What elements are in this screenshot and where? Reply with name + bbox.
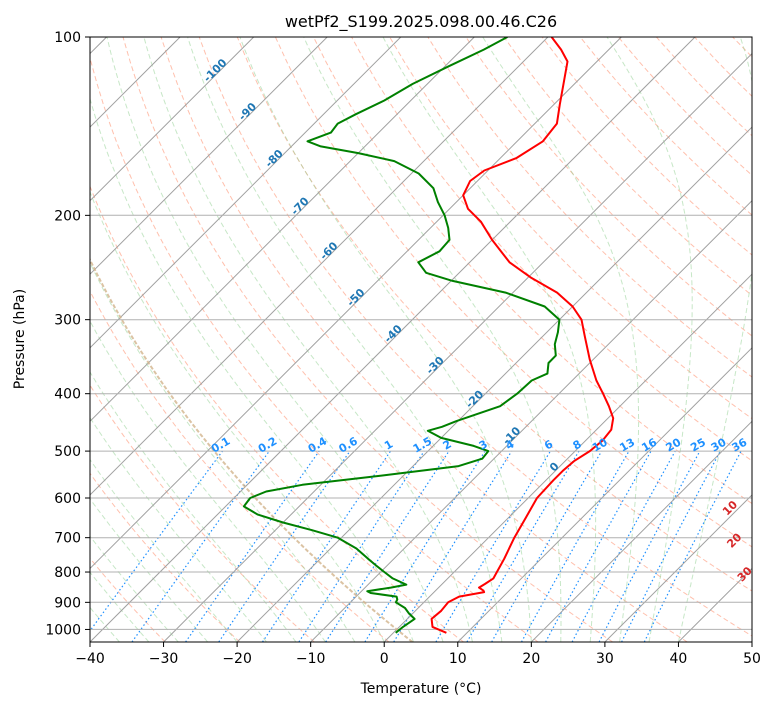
pressure-gridlines — [90, 37, 752, 630]
y-tick-label: 400 — [54, 387, 81, 403]
plot-frame — [89, 36, 753, 643]
moist-adiabat — [90, 261, 356, 642]
dry-adiabat — [90, 472, 241, 642]
moist-adiabat — [143, 37, 473, 642]
x-axis-label: Temperature (°C) — [360, 681, 482, 697]
x-tick-label: −30 — [149, 651, 179, 667]
moist-adiabat — [106, 37, 444, 642]
dry-adiabat — [427, 37, 752, 378]
isotherm — [90, 37, 328, 275]
x-tick-label: 0 — [380, 651, 389, 667]
y-tick-label: 500 — [54, 444, 81, 460]
y-tick-label: 200 — [54, 208, 81, 224]
x-tick-label: −20 — [222, 651, 252, 667]
dry-adiabat — [274, 37, 752, 548]
moist-adiabat — [187, 37, 503, 642]
mixing-ratio-line — [298, 450, 425, 642]
isotherm — [457, 347, 752, 642]
mixing-ratio-line — [393, 450, 513, 642]
isotherm — [90, 37, 475, 423]
x-tick-label: 40 — [670, 651, 688, 667]
dry-adiabat — [90, 384, 315, 642]
y-tick-label: 100 — [54, 30, 81, 46]
dry-adiabat — [122, 37, 613, 642]
x-tick-label: −40 — [75, 651, 105, 667]
plot-area: 0.1 0.2 0.4 0.6 1 1.5 2 3 4 6 8 10 13 16 20 25 30 36-100-… — [90, 37, 752, 642]
y-tick-label: 300 — [54, 313, 81, 329]
mixing-ratio-line — [520, 450, 630, 642]
y-axis: 100 200 300 400 500 600 700 800 900 1000 — [45, 30, 90, 638]
dry-adiabat — [503, 37, 752, 296]
chart-title: wetPf2_S199.2025.098.00.46.C26 — [285, 12, 557, 32]
y-tick-label: 900 — [54, 595, 81, 611]
isotherm — [383, 273, 752, 642]
x-tick-label: 20 — [522, 651, 540, 667]
dewpoint-line — [242, 37, 561, 634]
dry-adiabat — [236, 37, 752, 592]
x-axis: −40 −30 −20 −10 0 10 20 30 40 50 — [75, 642, 761, 667]
dry-adiabat — [90, 55, 539, 642]
moist-adiabat — [677, 37, 752, 642]
mixing-ratio-line — [545, 450, 652, 642]
x-tick-label: −10 — [296, 651, 326, 667]
dry-adiabat — [351, 37, 752, 462]
moist-adiabat — [606, 37, 693, 642]
mixing-ratio-line — [261, 450, 391, 642]
moist-adiabat — [482, 37, 640, 642]
moist-adiabat — [90, 458, 238, 642]
y-tick-label: 1000 — [45, 622, 81, 638]
moist-adiabat — [239, 37, 532, 642]
y-tick-label: 600 — [54, 491, 81, 507]
mixing-ratio-line — [643, 450, 742, 642]
y-tick-label: 700 — [54, 531, 81, 547]
mixing-ratio-line — [90, 450, 223, 632]
isotherm — [90, 37, 622, 570]
x-tick-label: 30 — [596, 651, 614, 667]
mixing-ratio-line — [185, 450, 320, 642]
isotherm — [236, 126, 752, 642]
mixing-ratio-line — [571, 450, 676, 642]
x-tick-label: 50 — [743, 651, 761, 667]
moist-adiabat — [90, 320, 326, 642]
isotherm — [163, 52, 752, 642]
isotherm — [90, 37, 549, 496]
isotherm — [604, 494, 752, 642]
moist-adiabat — [382, 37, 597, 642]
moist-adiabats — [90, 37, 752, 642]
dry-adiabat — [160, 37, 688, 642]
isotherm — [310, 199, 752, 642]
mixing-ratio-line — [218, 450, 351, 642]
temperature-line — [430, 37, 615, 634]
zero-theta-curve — [90, 257, 414, 642]
x-tick-label: 10 — [449, 651, 467, 667]
y-axis-label: Pressure (hPa) — [12, 289, 28, 389]
isotherm — [90, 37, 255, 202]
isotherm — [530, 420, 752, 642]
isotherm — [90, 37, 402, 349]
dry-adiabat — [389, 37, 752, 420]
zero-isotherm-arc — [90, 257, 414, 642]
moist-adiabat — [90, 416, 267, 642]
isotherm — [90, 37, 696, 642]
dry-adiabat — [90, 557, 166, 642]
mixing-ratio-line — [131, 450, 270, 642]
dry-adiabat — [198, 37, 752, 637]
dry-adiabat — [313, 37, 752, 505]
dry-adiabat — [90, 290, 390, 642]
isotherms — [90, 37, 752, 642]
profile-series — [242, 37, 615, 634]
y-tick-label: 800 — [54, 565, 81, 581]
